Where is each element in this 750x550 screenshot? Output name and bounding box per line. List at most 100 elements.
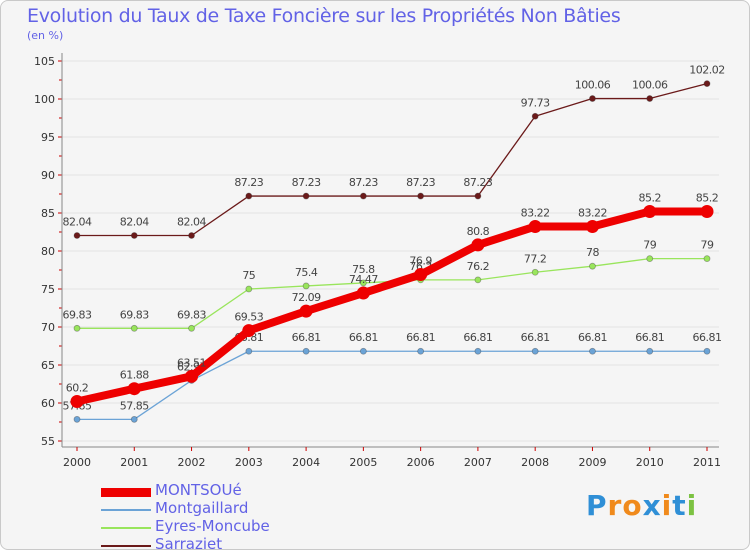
data-label: 82.04	[177, 215, 206, 228]
data-point	[474, 192, 482, 200]
legend-label: MONTSOUé	[155, 481, 242, 499]
data-point	[245, 347, 253, 355]
data-point	[73, 324, 81, 332]
data-point	[474, 276, 482, 284]
data-label: 66.81	[349, 331, 378, 344]
data-label: 66.81	[463, 331, 492, 344]
data-label: 85.2	[696, 191, 719, 204]
data-point	[73, 232, 81, 239]
data-point	[299, 304, 313, 318]
series-line	[76, 257, 708, 329]
logo-letter: i	[661, 489, 673, 522]
data-label: 77.2	[524, 252, 547, 265]
data-point	[703, 255, 711, 263]
data-point	[356, 286, 370, 300]
data-point	[188, 324, 195, 332]
data-label: 69.83	[177, 308, 206, 321]
y-tick-label: 100	[34, 93, 55, 106]
logo-letter: P	[586, 489, 608, 522]
data-point	[127, 382, 141, 396]
series-line	[76, 350, 708, 420]
data-label: 75.8	[352, 263, 375, 276]
data-label: 80.8	[467, 225, 490, 238]
x-tick-label: 2009	[578, 456, 606, 469]
data-point	[359, 347, 367, 355]
data-point	[471, 238, 485, 252]
data-label: 57.85	[120, 399, 149, 412]
y-tick-label: 75	[41, 283, 55, 296]
data-label: 69.83	[120, 308, 149, 321]
data-label: 82.04	[120, 215, 149, 228]
data-label: 66.81	[578, 331, 607, 344]
data-label: 79	[643, 239, 656, 252]
data-point	[589, 95, 596, 102]
data-point	[589, 262, 596, 270]
x-tick-label: 2006	[407, 456, 435, 469]
series-line	[76, 82, 708, 237]
x-tick-label: 2005	[349, 456, 377, 469]
data-point	[130, 415, 138, 423]
logo-letter: i	[686, 489, 698, 522]
data-label: 87.23	[234, 176, 263, 189]
data-point	[528, 220, 542, 234]
x-tick-label: 2007	[464, 456, 492, 469]
data-point	[703, 80, 711, 88]
logo-letter: t	[672, 489, 687, 522]
data-label: 97.73	[521, 96, 550, 109]
x-tick-label: 2002	[178, 456, 206, 469]
legend-label: Eyres-Moncube	[155, 517, 270, 535]
legend-swatch	[101, 487, 151, 497]
data-point	[302, 282, 310, 290]
data-point	[531, 268, 539, 276]
legend-label: Sarraziet	[155, 535, 223, 550]
data-point	[589, 347, 596, 355]
data-label: 76.9	[409, 255, 432, 268]
data-point	[130, 324, 138, 332]
data-point	[245, 192, 253, 200]
data-label: 87.23	[292, 176, 321, 189]
data-label: 66.81	[521, 331, 550, 344]
chart-title: Evolution du Taux de Taxe Foncière sur l…	[27, 5, 621, 27]
legend-swatch	[101, 527, 151, 529]
chart-subtitle: (en %)	[27, 29, 64, 42]
data-label: 66.81	[292, 331, 321, 344]
data-point	[703, 347, 711, 355]
data-point	[417, 347, 425, 355]
x-tick-label: 2003	[235, 456, 263, 469]
logo-letter: o	[622, 489, 643, 522]
y-tick-label: 60	[41, 397, 55, 410]
data-point	[70, 394, 84, 408]
data-label: 82.04	[63, 215, 92, 228]
legend-label: Montgaillard	[155, 499, 249, 517]
data-point	[302, 192, 310, 200]
y-tick-label: 95	[41, 131, 55, 144]
data-label: 66.81	[693, 331, 722, 344]
y-tick-label: 85	[41, 207, 55, 220]
data-label: 78	[586, 246, 599, 259]
data-label: 100.06	[575, 79, 611, 92]
data-point	[302, 347, 310, 355]
y-tick-label: 105	[34, 55, 55, 68]
data-point	[585, 220, 599, 234]
y-tick-label: 80	[41, 245, 55, 258]
data-label: 79	[701, 239, 714, 252]
x-tick-label: 2001	[120, 456, 148, 469]
data-label: 61.88	[120, 369, 149, 382]
data-point	[646, 95, 654, 102]
data-point	[700, 204, 714, 218]
data-label: 87.23	[406, 176, 435, 189]
data-point	[245, 285, 253, 293]
data-label: 87.23	[349, 176, 378, 189]
series-montsou-: 60.2 61.88 63.51 69.53 72.09 74.47 76.9 80.8 83.…	[66, 191, 719, 408]
data-point	[73, 415, 81, 423]
series-sarraziet: 82.04 82.04 82.04 87.23 87.23 87.23 87.23 87.23…	[63, 64, 725, 239]
series-montgaillard: 57.8557.8562.9766.8166.8166.8166.8166.81…	[63, 331, 722, 423]
x-tick-label: 2004	[292, 456, 320, 469]
data-label: 60.2	[66, 381, 89, 394]
data-point	[188, 232, 195, 239]
data-label: 83.22	[578, 207, 607, 220]
legend-swatch	[101, 509, 151, 511]
data-point	[185, 369, 199, 383]
